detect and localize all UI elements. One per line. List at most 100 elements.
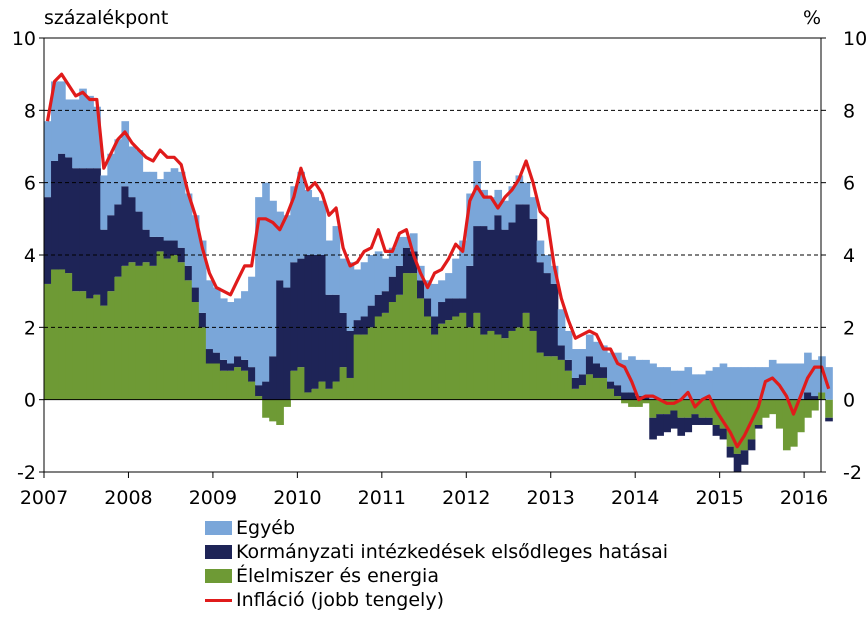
bar-kormanyzati (290, 262, 298, 371)
bar-elelmiszer (297, 367, 305, 400)
bar-elelmiszer (557, 359, 566, 400)
bar-kormanyzati (740, 450, 749, 465)
bar-elelmiszer (670, 399, 678, 411)
bar-elelmiszer (550, 356, 559, 400)
bar-elelmiszer (431, 334, 439, 400)
bar-egyeb (656, 367, 664, 400)
bar-egyeb (311, 197, 320, 255)
bar-elelmiszer (409, 273, 418, 400)
bar-egyeb (409, 233, 418, 252)
bar-kormanyzati (571, 377, 580, 389)
bar-kormanyzati (121, 186, 130, 266)
bar-elelmiszer (508, 330, 517, 400)
bar-kormanyzati (684, 417, 693, 433)
bar-egyeb (58, 81, 66, 154)
bar-kormanyzati (163, 240, 172, 259)
bar-elelmiszer (705, 399, 714, 418)
bar-elelmiszer (621, 399, 629, 404)
x-tick-label: 2016 (780, 487, 828, 509)
bar-elelmiszer (149, 265, 158, 400)
bar-elelmiszer (219, 370, 228, 400)
bar-egyeb (452, 258, 460, 299)
bar-kormanyzati (170, 240, 179, 255)
bar-elelmiszer (72, 291, 80, 400)
bar-egyeb (353, 269, 362, 321)
bar-elelmiszer (226, 370, 235, 400)
bar-egyeb (684, 367, 693, 400)
bar-elelmiszer (599, 377, 608, 400)
bar-elelmiszer (522, 312, 531, 400)
bar-kormanyzati (508, 222, 517, 331)
bar-egyeb (402, 236, 411, 248)
legend-swatch-inflacio (205, 598, 232, 602)
bar-elelmiszer (825, 399, 833, 418)
bar-elelmiszer (536, 352, 545, 400)
bar-egyeb (297, 171, 305, 259)
bar-egyeb (614, 352, 622, 386)
left-axis-ticks: 10 8 6 4 2 0 -2 (12, 28, 44, 484)
bar-kormanyzati (726, 446, 735, 458)
bar-kormanyzati (754, 424, 763, 429)
bar-elelmiszer (339, 367, 348, 400)
bar-egyeb (424, 280, 432, 299)
bar-kormanyzati (677, 417, 686, 436)
bar-egyeb (276, 211, 284, 281)
bar-kormanyzati (515, 204, 524, 328)
bar-kormanyzati (374, 294, 383, 317)
bar-kormanyzati (198, 312, 207, 328)
bar-kormanyzati (332, 294, 341, 382)
x-axis-ticks: 2007 2008 2009 2010 2011 2012 2013 2014 2015 2016 (20, 472, 828, 509)
bar-elelmiszer (790, 399, 798, 447)
bar-elelmiszer (585, 374, 594, 400)
bar-elelmiszer (332, 381, 341, 400)
bar-elelmiszer (191, 302, 200, 400)
bar-egyeb (642, 359, 650, 397)
bar-elelmiszer (395, 294, 404, 400)
bar-egyeb (44, 121, 52, 198)
bar-egyeb (592, 341, 601, 364)
bar-egyeb (191, 215, 200, 288)
bar-egyeb (226, 302, 235, 364)
bar-kormanyzati (107, 215, 115, 292)
bar-kormanyzati (480, 226, 488, 335)
bar-elelmiszer (501, 338, 510, 400)
bar-egyeb (135, 150, 144, 212)
bar-egyeb (480, 189, 488, 227)
bar-elelmiszer (775, 399, 784, 429)
bar-kormanyzati (100, 229, 108, 306)
bar-kormanyzati (712, 424, 721, 436)
bar-kormanyzati (536, 262, 545, 353)
bar-elelmiszer (353, 334, 362, 400)
bar-egyeb (367, 255, 376, 306)
bar-kormanyzati (402, 247, 411, 274)
bar-egyeb (149, 171, 158, 237)
legend-swatch-kormanyzati (205, 545, 232, 559)
bar-elelmiszer (684, 399, 693, 418)
bar-elelmiszer (592, 377, 601, 400)
x-tick-label: 2012 (442, 487, 490, 509)
bar-egyeb (649, 363, 657, 400)
bar-kormanyzati (135, 211, 144, 266)
bar-egyeb (395, 236, 404, 266)
bar-egyeb (114, 139, 123, 205)
bar-egyeb (585, 334, 594, 357)
bar-kormanyzati (747, 439, 756, 451)
bar-elelmiszer (262, 399, 270, 418)
bar-kormanyzati (318, 255, 327, 382)
bar-egyeb (818, 356, 826, 393)
bar-kormanyzati (269, 356, 277, 400)
bar-elelmiszer (346, 377, 355, 400)
bar-kormanyzati (424, 298, 432, 317)
bar-elelmiszer (733, 399, 742, 454)
bar-elelmiszer (719, 399, 728, 429)
bar-kormanyzati (219, 359, 228, 371)
bar-elelmiszer (135, 265, 144, 400)
bar-kormanyzati (698, 417, 707, 425)
bar-elelmiszer (65, 273, 73, 400)
bar-egyeb (72, 99, 80, 169)
bar-egyeb (381, 258, 390, 292)
bar-elelmiszer (649, 399, 657, 418)
bar-kormanyzati (184, 265, 193, 281)
left-tick-label: 2 (24, 317, 36, 339)
bar-kormanyzati (149, 236, 158, 266)
